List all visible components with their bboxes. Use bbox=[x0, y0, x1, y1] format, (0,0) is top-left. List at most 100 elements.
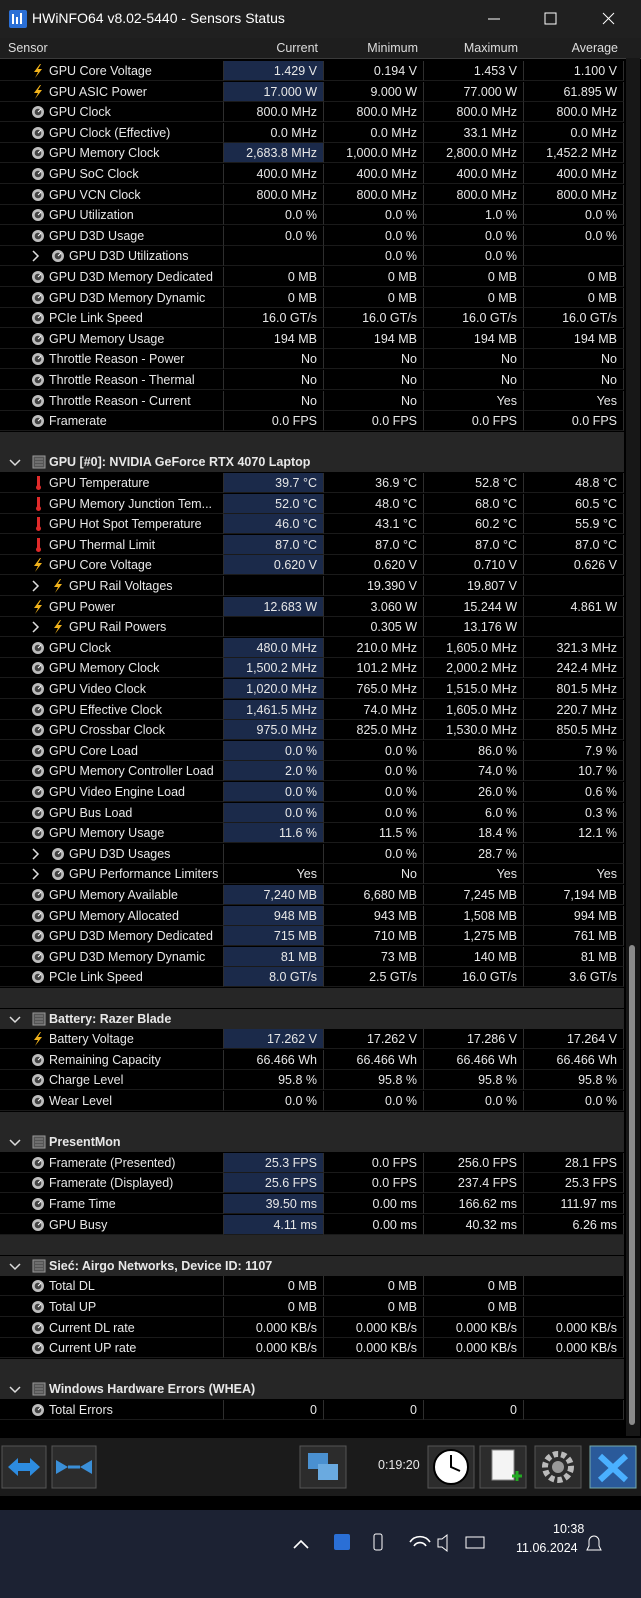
expand-chevron[interactable] bbox=[30, 848, 40, 860]
sensor-icon bbox=[32, 889, 44, 901]
sensor-cell: GPU Memory Junction Tem... bbox=[0, 493, 224, 514]
sensor-icon bbox=[32, 291, 44, 304]
maximum-cell: 0 bbox=[424, 1400, 524, 1420]
sensor-name: Throttle Reason - Power bbox=[49, 352, 185, 367]
sensor-row: GPU Performance Limiters Yes No Yes Yes bbox=[0, 864, 624, 885]
sensor-row: GPU Clock (Effective) 0.0 MHz 0.0 MHz 33.1 … bbox=[0, 122, 624, 144]
toolbar-buttons[interactable] bbox=[0, 1444, 641, 1492]
sensor-cell: GPU Memory Clock bbox=[0, 658, 224, 679]
sensor-name: GPU Memory Usage bbox=[49, 826, 165, 841]
sensor-row: Charge Level 95.8 % 95.8 % 95.8 % 95.8 % bbox=[0, 1070, 624, 1091]
sensor-icon bbox=[32, 806, 44, 819]
sensor-row: GPU D3D Memory Dedicated 715 MB 710 MB 1,27… bbox=[0, 926, 624, 947]
collapse-chevron[interactable] bbox=[8, 1136, 22, 1150]
sensor-name: PCIe Link Speed bbox=[49, 970, 143, 985]
sensor-icon bbox=[32, 188, 44, 201]
minimum-cell: 19.390 V bbox=[324, 576, 424, 596]
current-cell: 0 MB bbox=[224, 287, 324, 308]
sensor-cell: Framerate (Presented) bbox=[0, 1152, 224, 1173]
current-cell: 0.620 V bbox=[224, 555, 324, 576]
average-cell: 81 MB bbox=[524, 946, 624, 967]
sensor-cell: GPU Utilization bbox=[0, 205, 224, 226]
average-cell: 994 MB bbox=[524, 905, 624, 926]
clock-time: 10:38 bbox=[553, 1522, 585, 1536]
maximum-cell: 0 MB bbox=[424, 1297, 524, 1317]
minimum-cell: 0.0 % bbox=[324, 225, 424, 246]
collapse-chevron[interactable] bbox=[8, 1013, 22, 1027]
sensor-row: Total Errors 0 0 0 bbox=[0, 1400, 624, 1421]
sensor-row: GPU Bus Load 0.0 % 0.0 % 6.0 % 0.3 % bbox=[0, 802, 624, 824]
sensor-cell: Framerate bbox=[0, 411, 224, 432]
average-cell: 17.264 V bbox=[524, 1029, 624, 1050]
sensor-name: GPU Rail Voltages bbox=[69, 579, 173, 593]
maximum-cell: 2,800.0 MHz bbox=[424, 143, 524, 164]
sensor-icon bbox=[36, 476, 41, 490]
sensor-cell: GPU Memory Usage bbox=[0, 328, 224, 349]
expand-chevron[interactable] bbox=[30, 580, 40, 592]
sensor-name: GPU Hot Spot Temperature bbox=[49, 517, 202, 532]
sensor-icon bbox=[32, 950, 44, 963]
minimum-cell: 0 MB bbox=[324, 1276, 424, 1297]
current-cell: 25.3 FPS bbox=[224, 1152, 324, 1173]
sensor-icon bbox=[32, 353, 44, 366]
current-cell bbox=[224, 576, 324, 596]
taskbar: 10:38 11.06.2024 bbox=[0, 1510, 641, 1598]
average-cell bbox=[524, 1276, 624, 1297]
sensor-icon bbox=[32, 909, 44, 922]
expand-chevron[interactable] bbox=[30, 250, 40, 262]
maximum-cell: 0.710 V bbox=[424, 555, 524, 576]
sensor-name: GPU Clock bbox=[49, 105, 111, 120]
collapse-chevron[interactable] bbox=[8, 456, 22, 470]
maximum-cell: 95.8 % bbox=[424, 1070, 524, 1091]
window-title: HWiNFO64 v8.02-5440 - Sensors Status bbox=[32, 10, 285, 26]
minimum-cell: 0.305 W bbox=[324, 617, 424, 638]
maximum-cell: 1.0 % bbox=[424, 205, 524, 226]
scroll-thumb[interactable] bbox=[629, 945, 635, 1425]
sensor-name: Current DL rate bbox=[49, 1320, 135, 1335]
current-cell: 0.0 % bbox=[224, 782, 324, 802]
maximum-cell: 1,605.0 MHz bbox=[424, 637, 524, 658]
group-header: GPU [#0]: NVIDIA GeForce RTX 4070 Laptop bbox=[0, 452, 624, 473]
current-cell: 0.0 % bbox=[224, 225, 324, 246]
sensor-name: GPU Video Clock bbox=[49, 682, 147, 696]
sensor-name: GPU ASIC Power bbox=[49, 84, 147, 99]
separator-row bbox=[0, 1235, 624, 1256]
sensor-icon bbox=[32, 1095, 44, 1107]
title-bar: HWiNFO64 v8.02-5440 - Sensors Status bbox=[0, 0, 641, 38]
average-cell: 0 MB bbox=[524, 287, 624, 308]
sensor-name: GPU Busy bbox=[49, 1217, 108, 1232]
sensor-icon bbox=[54, 620, 62, 635]
sensor-table: GPU Core Voltage 1.429 V 0.194 V 1.453 V 1.1… bbox=[0, 61, 624, 1433]
separator-row bbox=[0, 988, 624, 1008]
sensor-row: Current DL rate 0.000 KB/s 0.000 KB/s 0.000… bbox=[0, 1317, 624, 1339]
sensor-cell: Frame Time bbox=[0, 1194, 224, 1214]
sensor-row: Frame Time 39.50 ms 0.00 ms 166.62 ms 111.97… bbox=[0, 1194, 624, 1215]
minimum-cell: 0.0 % bbox=[324, 205, 424, 226]
tray-icons[interactable] bbox=[290, 1524, 620, 1564]
window-controls[interactable] bbox=[480, 8, 630, 30]
sensor-name: Throttle Reason - Thermal bbox=[49, 373, 195, 387]
collapse-chevron[interactable] bbox=[8, 1383, 22, 1397]
sensor-row: GPU D3D Usage 0.0 % 0.0 % 0.0 % 0.0 % bbox=[0, 225, 624, 247]
sensor-cell: GPU Video Engine Load bbox=[0, 782, 224, 802]
average-cell: 801.5 MHz bbox=[524, 679, 624, 699]
sensor-icon bbox=[32, 683, 44, 695]
sensor-icon bbox=[34, 599, 42, 614]
average-cell: 66.466 Wh bbox=[524, 1049, 624, 1070]
sensor-icon bbox=[54, 579, 62, 593]
expand-chevron[interactable] bbox=[30, 621, 40, 633]
collapse-chevron[interactable] bbox=[8, 1260, 22, 1274]
average-cell: 48.8 °C bbox=[524, 473, 624, 493]
maximum-cell: 17.286 V bbox=[424, 1029, 524, 1050]
current-cell: No bbox=[224, 349, 324, 370]
sensor-name: Charge Level bbox=[49, 1073, 124, 1088]
average-cell: 60.5 °C bbox=[524, 493, 624, 514]
maximum-cell: 52.8 °C bbox=[424, 473, 524, 493]
sensor-icon bbox=[34, 558, 42, 573]
average-cell: 4.861 W bbox=[524, 596, 624, 617]
current-cell: 975.0 MHz bbox=[224, 720, 324, 741]
sensor-name: GPU D3D Usage bbox=[49, 228, 145, 243]
current-cell: 800.0 MHz bbox=[224, 184, 324, 205]
sensor-icon bbox=[36, 496, 41, 511]
expand-chevron[interactable] bbox=[30, 868, 40, 880]
